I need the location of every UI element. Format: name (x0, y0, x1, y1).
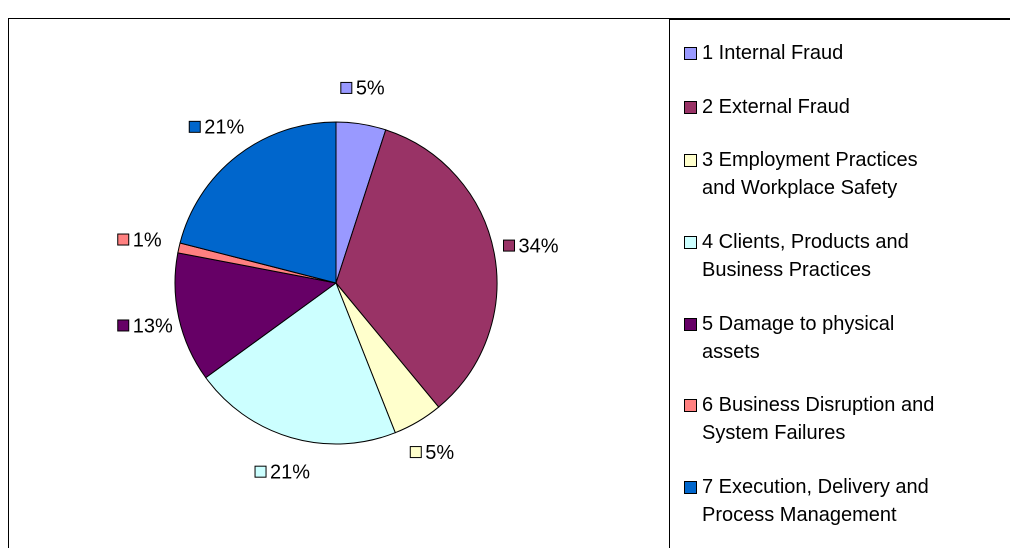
data-label: 1% (133, 229, 162, 251)
legend-item: 7 Execution, Delivery and Process Manage… (684, 473, 1010, 529)
legend-label: 2 External Fraud (702, 95, 850, 118)
legend-item: 1 Internal Fraud (684, 39, 1010, 67)
legend: 1 Internal Fraud 2 External Fraud 3 Employ… (669, 19, 1010, 548)
label-swatch (117, 233, 130, 246)
legend-swatch (684, 46, 697, 60)
pie-slice (179, 121, 337, 284)
data-label: 5% (356, 78, 385, 100)
pie-slice (205, 282, 396, 445)
legend-swatch (684, 399, 697, 413)
data-label: 21% (270, 461, 310, 483)
label-swatch (117, 319, 130, 332)
legend-swatch (684, 317, 697, 331)
pie-slice (174, 252, 338, 379)
legend-swatch (684, 481, 697, 495)
legend-item: 4 Clients, Products and Business Practic… (684, 228, 1010, 284)
legend-label: 4 Clients, Products and Business Practic… (702, 230, 909, 281)
legend-item: 2 External Fraud (684, 93, 1010, 121)
legend-item: 3 Employment Practices and Workplace Saf… (684, 146, 1010, 202)
data-label: 13% (133, 315, 173, 337)
data-label: 21% (204, 117, 244, 139)
legend-swatch (684, 235, 697, 249)
legend-swatch (684, 100, 697, 114)
label-swatch (503, 239, 516, 252)
data-label: 5% (425, 442, 454, 464)
pie-slice (335, 129, 498, 408)
label-swatch (254, 465, 267, 478)
label-swatch (340, 81, 353, 94)
legend-label: 3 Employment Practices and Workplace Saf… (702, 149, 918, 200)
label-swatch (188, 120, 201, 133)
label-swatch (409, 446, 422, 459)
legend-item: 5 Damage to physical assets (684, 310, 1010, 366)
legend-label: 5 Damage to physical assets (702, 312, 895, 363)
legend-label: 6 Business Disruption and System Failure… (702, 394, 935, 445)
data-label: 34% (519, 235, 559, 257)
legend-item: 6 Business Disruption and System Failure… (684, 391, 1010, 447)
legend-label: 1 Internal Fraud (702, 41, 844, 64)
legend-label: 7 Execution, Delivery and Process Manage… (702, 476, 929, 527)
legend-swatch (684, 154, 697, 168)
